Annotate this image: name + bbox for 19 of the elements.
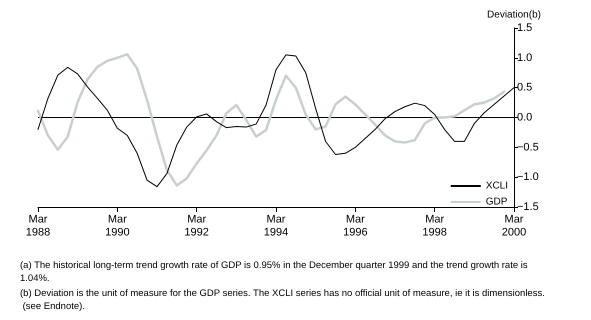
text: (a) The historical long-term trend growth rate of GDP is 0.95% in the December quarter 1999 and the trend growth rate is 1.04%. [20, 260, 530, 284]
y-tick-label: 1.0 [517, 52, 532, 64]
legend-label: GDP [486, 196, 508, 208]
y-tick-label: 0.5 [517, 82, 532, 94]
x-tick-label: Mar 1992 [184, 214, 209, 238]
legend-label: XCLI [486, 180, 508, 192]
y-tick-label: 0.0 [517, 112, 532, 124]
y-tick-label: 1.5 [517, 22, 532, 34]
x-tick-label: Mar 1990 [105, 214, 130, 238]
x-tick-label: Mar 1988 [26, 214, 50, 238]
y-axis-title: Deviation(b) [487, 10, 541, 20]
x-tick-label: Mar 2000 [502, 214, 526, 238]
text: (b) Deviation is the unit of measure for the GDP series. The XCLI series has no official unit of measure, ie it is dimensionless. (see Endnote). [20, 288, 548, 312]
x-tick-label: Mar 1996 [343, 214, 368, 238]
x-tick-label: Mar 1994 [264, 214, 288, 238]
x-tick-label: Mar 1998 [422, 214, 447, 238]
y-tick-label: −1.0 [517, 171, 539, 184]
y-tick-label: −0.5 [517, 141, 539, 154]
y-tick-label: −1.5 [517, 201, 539, 213]
